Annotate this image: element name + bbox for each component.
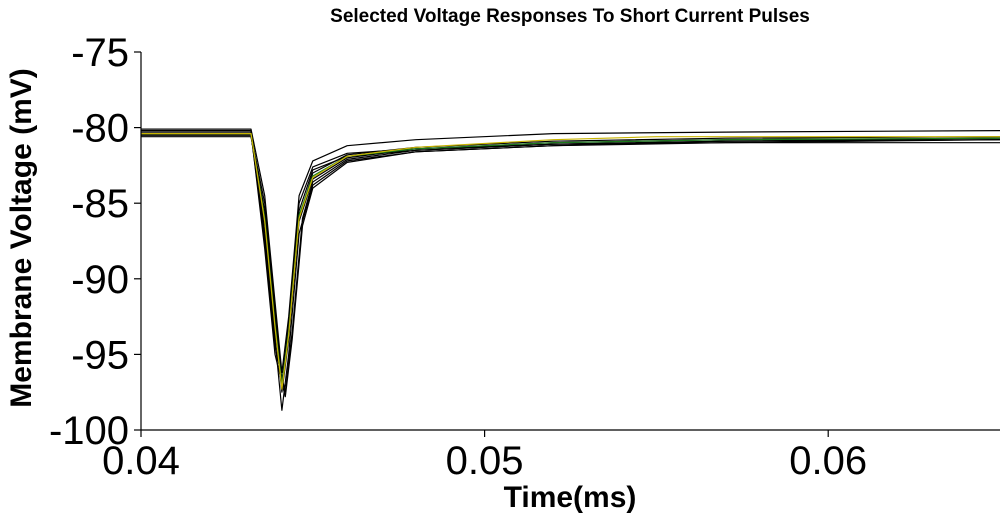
x-axis-label: Time(ms) (504, 481, 637, 514)
x-tick-label: 0.06 (789, 439, 867, 483)
y-tick-label: -85 (71, 182, 129, 226)
y-tick-label: -95 (71, 333, 129, 377)
voltage-trace-4 (141, 131, 1000, 398)
voltage-trace-8 (141, 134, 1000, 383)
traces (141, 128, 1000, 411)
y-tick-label: -100 (49, 409, 129, 453)
y-tick-label: -80 (71, 107, 129, 151)
chart-title: Selected Voltage Responses To Short Curr… (330, 6, 810, 27)
y-ticks: -100 -95 -90 -85 -80 -75 (49, 31, 141, 453)
voltage-trace-10 (141, 133, 1000, 390)
x-ticks: 0.04 0.05 0.06 (102, 430, 867, 483)
y-axis-label: Membrane Voltage (mV) (5, 68, 38, 408)
voltage-trace-6 (141, 128, 1000, 374)
x-tick-label: 0.04 (102, 439, 180, 483)
x-tick-label: 0.05 (446, 439, 524, 483)
y-tick-label: -90 (71, 258, 129, 302)
y-tick-label: -75 (71, 31, 129, 75)
